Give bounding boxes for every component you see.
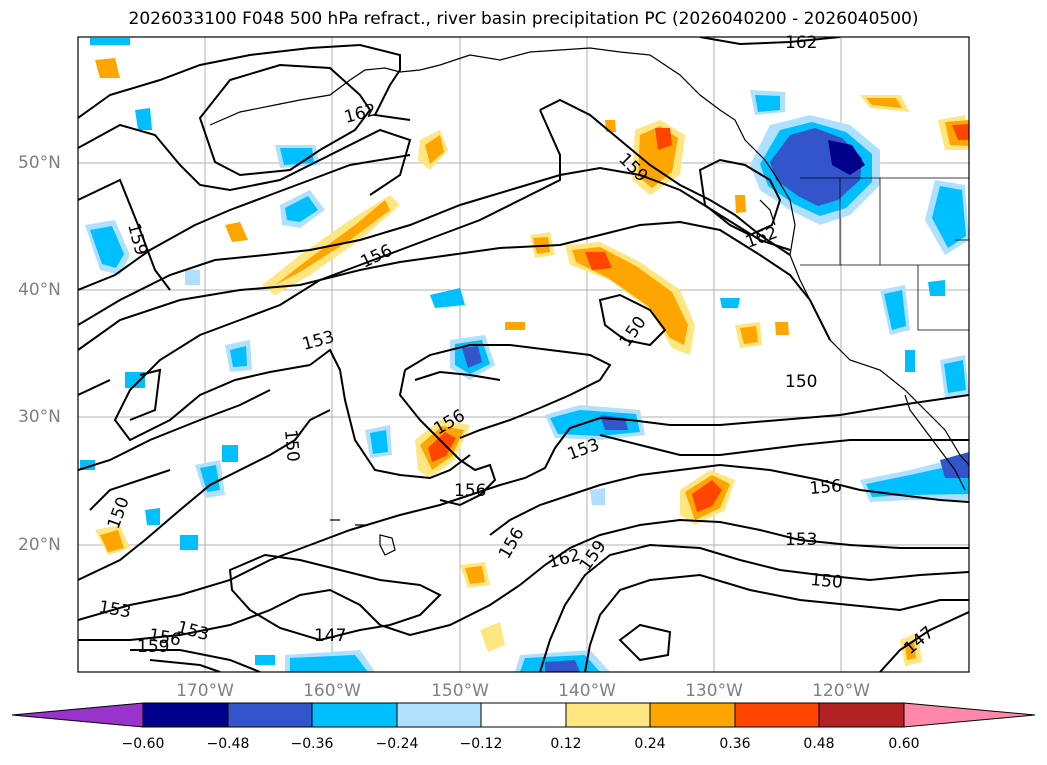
- colorbar-tick-label: 0.12: [550, 736, 582, 752]
- colorbar-swatch: [311, 702, 398, 728]
- contour-label: 153: [785, 530, 817, 550]
- lat-label: 30°N: [18, 407, 61, 427]
- contour-label: 159: [137, 637, 169, 657]
- lon-label: 170°W: [176, 681, 234, 701]
- contour-label: 150: [280, 429, 303, 463]
- lat-label: 40°N: [18, 280, 61, 300]
- colorbar-tick-label: −0.60: [121, 736, 165, 752]
- colorbar-tick-label: −0.24: [375, 736, 419, 752]
- colorbar: [11, 702, 1036, 728]
- contour-label: 156: [454, 481, 486, 501]
- negative-anomaly-shading: [80, 38, 969, 672]
- lon-label: 130°W: [685, 681, 743, 701]
- political-borders: [800, 177, 969, 331]
- contour-label: 162: [785, 33, 817, 53]
- colorbar-swatch: [480, 702, 567, 728]
- colorbar-tick-label: 0.36: [719, 736, 751, 752]
- lat-label: 20°N: [18, 535, 61, 555]
- colorbar-swatch: [818, 702, 905, 728]
- contour-label: 147: [314, 626, 346, 646]
- lon-label: 150°W: [431, 681, 489, 701]
- colorbar-tick-label: 0.48: [803, 736, 835, 752]
- lon-label: 160°W: [303, 681, 361, 701]
- contour-label: 150: [810, 570, 844, 593]
- colorbar-swatch: [649, 702, 736, 728]
- colorbar-swatch: [734, 702, 820, 728]
- colorbar-swatch: [142, 702, 229, 728]
- refractivity-contours: [78, 37, 969, 672]
- map-frame: [77, 36, 970, 673]
- colorbar-tick-label: −0.36: [290, 736, 334, 752]
- colorbar-swatch: [396, 702, 482, 728]
- colorbar-tick-label: −0.12: [459, 736, 503, 752]
- map-title: 2026033100 F048 500 hPa refract., river …: [128, 9, 919, 29]
- contour-label: 150: [785, 372, 817, 392]
- colorbar-swatch: [565, 702, 651, 728]
- colorbar-tick-label: 0.60: [888, 736, 920, 752]
- contour-label: 156: [809, 476, 843, 499]
- lon-label: 120°W: [812, 681, 870, 701]
- lat-label: 50°N: [18, 153, 61, 173]
- colorbar-tick-label: 0.24: [634, 736, 666, 752]
- colorbar-extend-low: [11, 702, 144, 728]
- colorbar-swatch: [227, 702, 313, 728]
- colorbar-tick-label: −0.48: [206, 736, 250, 752]
- lon-label: 140°W: [558, 681, 616, 701]
- colorbar-extend-high: [903, 702, 1036, 728]
